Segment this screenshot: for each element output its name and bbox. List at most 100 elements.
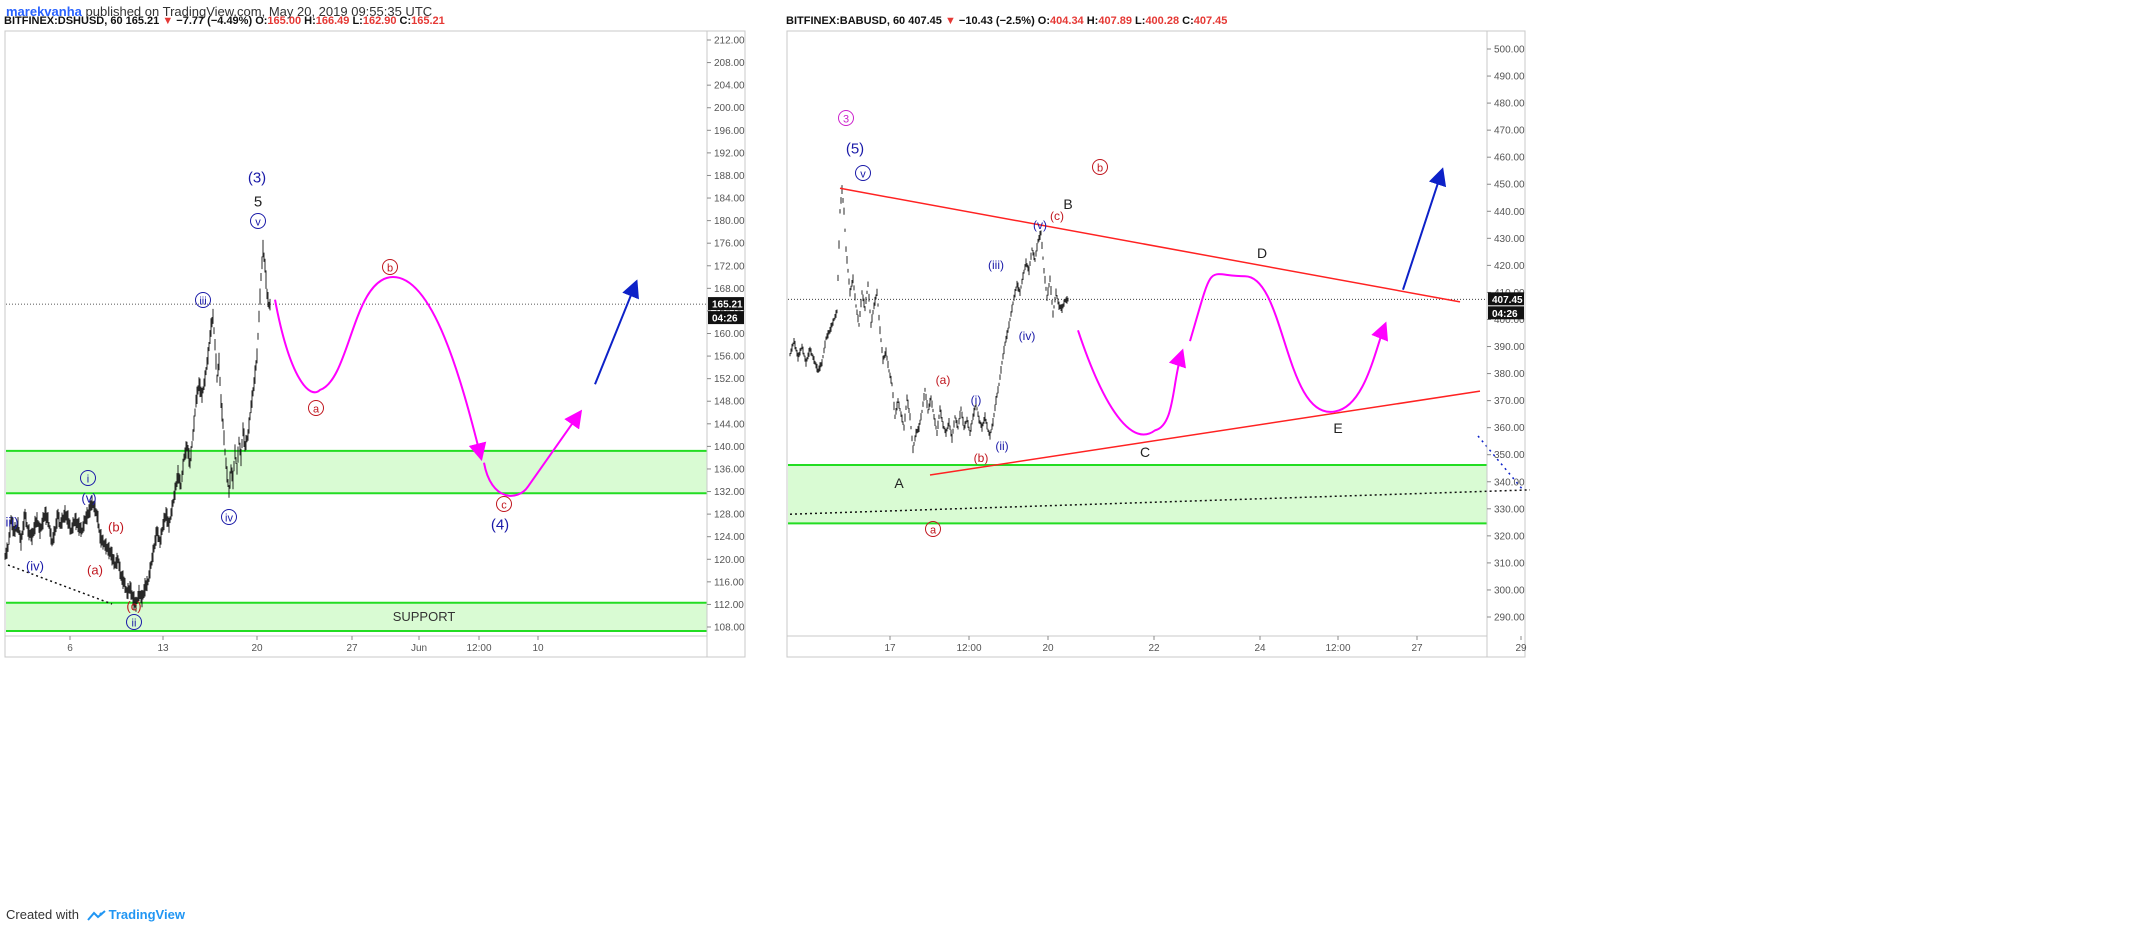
wave-label: C [1140, 444, 1150, 460]
chart-frame [786, 30, 1526, 658]
price-tick-label: 192.00 [714, 148, 745, 159]
price-tick-label: 480.00 [1494, 99, 1525, 110]
price-tick-label: 204.00 [714, 81, 745, 92]
wave-label: iv [225, 513, 233, 525]
price-tick-label: 420.00 [1494, 261, 1525, 272]
price-tick-label: 390.00 [1494, 342, 1525, 353]
price-tick-label: 196.00 [714, 126, 745, 137]
price-tick-label: 360.00 [1494, 423, 1525, 434]
price-tick-label: 400.00 [1494, 315, 1525, 326]
support-zone [6, 450, 707, 494]
wave-label-circle [250, 213, 266, 229]
ohlc-l-value: 400.28 [1145, 15, 1182, 27]
support-zone [788, 464, 1487, 524]
price-tick-label: 300.00 [1494, 585, 1525, 596]
wave-label: b [387, 263, 393, 275]
wave-label-circle [221, 509, 237, 525]
time-tick-label: 29 [1515, 643, 1527, 654]
price-tick-label: 180.00 [714, 216, 745, 227]
wave-label: (v) [1033, 218, 1047, 232]
wave-label-circle [382, 259, 398, 275]
price-tick-label: 208.00 [714, 58, 745, 69]
wave-label-circle [126, 614, 142, 630]
price-tag: 407.45 [1492, 295, 1523, 306]
wave-label: v [255, 217, 261, 229]
symbol-header: BITFINEX:DSHUSD, 60 165.21 ▼ −7.77 (−4.4… [4, 15, 445, 27]
time-tick-label: 12:00 [956, 643, 981, 654]
dotted-support-line [7, 564, 113, 605]
footer: Created with TradingView [6, 907, 185, 922]
time-tick-label: Jun [411, 643, 427, 654]
price-tick-label: 200.00 [714, 103, 745, 114]
wave-label-circle [925, 521, 941, 537]
time-tick-label: 22 [1148, 643, 1160, 654]
price-tag: 165.21 [712, 300, 743, 311]
target-arrow [594, 279, 639, 385]
price-tick-label: 124.00 [714, 532, 745, 543]
wave-label: a [313, 404, 320, 416]
price-tick-label: 450.00 [1494, 180, 1525, 191]
publish-info: marekvanha published on TradingView.com,… [6, 4, 432, 19]
dshusd-chart[interactable]: BITFINEX:DSHUSD, 60 165.21 ▼ −7.77 (−4.4… [4, 15, 746, 658]
time-tick-label: 20 [1042, 643, 1054, 654]
price-tick-label: 148.00 [714, 397, 745, 408]
wave-label: (ii) [995, 439, 1008, 453]
wave-label: E [1333, 420, 1342, 436]
price-tick-label: 168.00 [714, 284, 745, 295]
wave-label: (a) [87, 563, 103, 578]
wave-label: (i) [971, 393, 982, 407]
chart-frame [4, 30, 746, 658]
wave-label: b [1097, 163, 1103, 175]
time-tick-label: 12:00 [1325, 643, 1350, 654]
tradingview-logo-icon [86, 910, 106, 921]
lower-trendline [929, 390, 1481, 476]
symbol-name: BITFINEX:DSHUSD, 60 [4, 15, 126, 27]
countdown-box [1488, 306, 1524, 320]
price-tick-label: 160.00 [714, 329, 745, 340]
price-tick-label: 140.00 [714, 442, 745, 453]
tradingview-brand-link[interactable]: TradingView [108, 907, 185, 922]
wave-label-circle [80, 470, 96, 486]
price-tick-label: 176.00 [714, 239, 745, 250]
ohlc-o-label: O: [255, 15, 267, 27]
wave-label-circle [838, 110, 854, 126]
price-tick-label: 128.00 [714, 510, 745, 521]
symbol-name: BITFINEX:BABUSD, 60 [786, 15, 908, 27]
time-tick-label: 27 [1411, 643, 1423, 654]
price-tick-label: 470.00 [1494, 126, 1525, 137]
publish-text: published on TradingView.com, May 20, 20… [81, 4, 433, 19]
wave-label: ii [132, 618, 137, 630]
target-arrow [1402, 167, 1447, 291]
price-tick-label: 350.00 [1494, 450, 1525, 461]
ohlc-h-value: 166.49 [316, 15, 353, 27]
wave-label: (b) [974, 451, 989, 465]
author-link[interactable]: marekvanha [6, 4, 82, 19]
babusd-chart[interactable]: BITFINEX:BABUSD, 60 407.45 ▼ −10.43 (−2.… [786, 15, 1531, 658]
wave-label: (c) [1050, 209, 1064, 223]
wave-label-circle [195, 292, 211, 308]
wave-label: iii) [6, 515, 19, 530]
wave-label: iii [199, 296, 206, 308]
wave-label: c [501, 500, 507, 512]
wave-label-circle [496, 496, 512, 512]
down-arrow-icon: ▼ [162, 15, 173, 27]
price-change: −7.77 (−4.49%) [173, 15, 255, 27]
price-tick-label: 290.00 [1494, 613, 1525, 624]
wave-path-de [1189, 273, 1389, 413]
price-tick-label: 330.00 [1494, 504, 1525, 515]
wave-label: (c) [126, 599, 141, 614]
price-tick-label: 212.00 [714, 36, 745, 47]
time-tick-label: 27 [346, 643, 358, 654]
time-tick-label: 10 [532, 643, 544, 654]
wave-label: (a) [936, 373, 951, 387]
last-price: 165.21 [126, 15, 163, 27]
time-tick-label: 17 [884, 643, 896, 654]
symbol-header: BITFINEX:BABUSD, 60 407.45 ▼ −10.43 (−2.… [786, 15, 1227, 27]
ohlc-o-value: 165.00 [267, 15, 304, 27]
upper-trendline [839, 187, 1461, 303]
wave-label: 5 [254, 193, 262, 210]
ohlc-h-value: 407.89 [1098, 15, 1135, 27]
wave-path-abc [274, 276, 487, 462]
last-price: 407.45 [908, 15, 945, 27]
